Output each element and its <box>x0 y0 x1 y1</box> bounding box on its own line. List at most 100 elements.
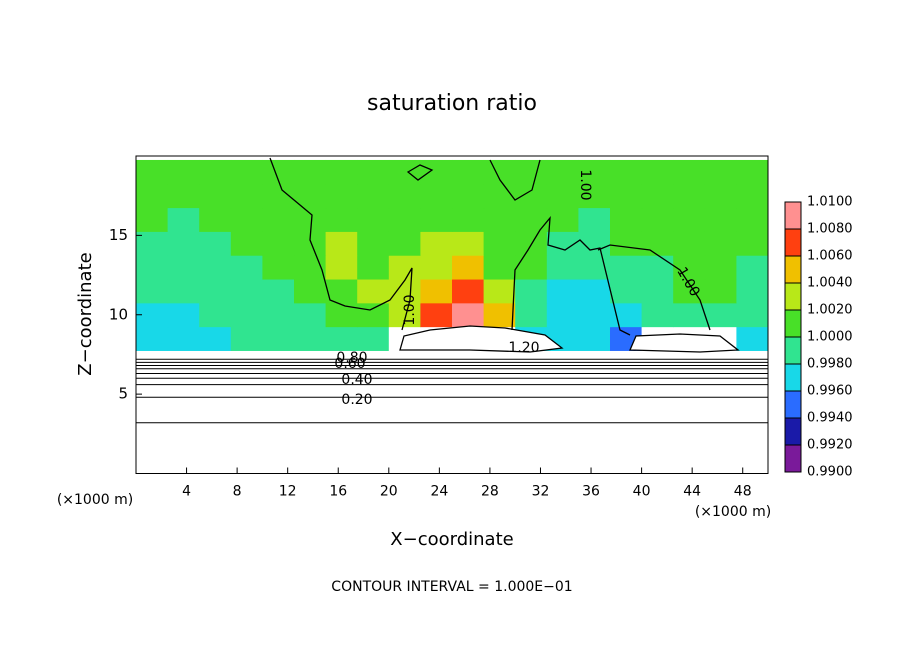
heat-cell <box>578 302 611 328</box>
heat-cell <box>230 183 263 209</box>
heat-cell <box>610 279 643 304</box>
heat-cell <box>230 279 263 304</box>
heat-cell <box>262 326 295 351</box>
x-tick-label: 48 <box>734 484 752 500</box>
heat-cell <box>420 183 453 209</box>
heat-cell <box>515 207 548 232</box>
heat-cell <box>483 231 516 256</box>
heat-cell <box>483 207 516 232</box>
colorbar-swatch <box>785 391 801 418</box>
heat-cell <box>736 207 769 232</box>
heat-cell <box>167 159 200 185</box>
x-tick-label: 36 <box>582 484 600 500</box>
x-tick-label: 28 <box>481 484 499 500</box>
x-unit: (×1000 m) <box>695 504 771 520</box>
heat-cell <box>262 207 295 232</box>
heat-cell <box>673 183 706 209</box>
heat-cell <box>452 159 485 185</box>
heat-cell <box>167 279 200 304</box>
heat-cell <box>388 279 421 304</box>
heat-cell <box>325 207 358 232</box>
heat-cell <box>230 255 263 280</box>
heat-cell <box>294 326 327 351</box>
heat-cell <box>325 231 358 256</box>
heat-cell <box>736 279 769 304</box>
heat-cell <box>388 302 421 328</box>
heat-cell <box>230 302 263 328</box>
heat-cell <box>388 231 421 256</box>
heat-cell <box>199 255 232 280</box>
heat-cell <box>167 302 200 328</box>
colorbar-swatch <box>785 256 801 283</box>
x-tick-label: 32 <box>532 484 550 500</box>
heat-cell <box>325 183 358 209</box>
heat-cell <box>736 302 769 328</box>
colorbar-swatch <box>785 283 801 310</box>
heat-cell <box>325 159 358 185</box>
colorbar-tick-label: 1.0060 <box>807 249 853 264</box>
colorbar-swatch <box>785 202 801 229</box>
heat-cell <box>199 183 232 209</box>
heat-cell <box>704 159 737 185</box>
heat-cell <box>420 207 453 232</box>
y-tick-label: 5 <box>118 385 128 403</box>
heat-cell <box>262 255 295 280</box>
heat-cell <box>610 231 643 256</box>
heat-cell <box>357 302 390 328</box>
heat-cell <box>420 255 453 280</box>
heat-cell <box>483 183 516 209</box>
x-axis-title: X−coordinate <box>390 529 513 550</box>
heat-cell <box>641 302 674 328</box>
heat-cell <box>452 231 485 256</box>
colorbar-tick-label: 0.9960 <box>807 384 853 399</box>
heat-cell <box>294 302 327 328</box>
heat-cell <box>546 279 579 304</box>
colorbar-tick-label: 0.9980 <box>807 357 853 372</box>
heat-cell <box>230 159 263 185</box>
heat-cell <box>641 255 674 280</box>
x-tick-label: 4 <box>182 484 191 500</box>
heat-cell <box>452 255 485 280</box>
heat-cell <box>515 279 548 304</box>
heat-cell <box>673 231 706 256</box>
heat-cell <box>736 159 769 185</box>
heat-cell <box>167 207 200 232</box>
heat-cell <box>578 326 611 351</box>
heat-cell <box>704 183 737 209</box>
heat-cell <box>388 159 421 185</box>
heat-cell <box>578 255 611 280</box>
heat-cell <box>610 207 643 232</box>
colorbar-tick-label: 1.0100 <box>807 195 853 210</box>
heat-cell <box>136 207 169 232</box>
heat-cell <box>199 279 232 304</box>
x-tick-label: 8 <box>233 484 242 500</box>
colorbar-swatch <box>785 337 801 364</box>
footer-note: CONTOUR INTERVAL = 1.000E−01 <box>331 579 572 595</box>
chart-title: saturation ratio <box>367 91 537 116</box>
heat-cell <box>167 231 200 256</box>
y-axis-title: Z−coordinate <box>75 252 96 375</box>
heat-cell <box>199 231 232 256</box>
heat-cell <box>357 231 390 256</box>
heat-cell <box>167 255 200 280</box>
heat-cell <box>294 207 327 232</box>
heat-cell <box>230 207 263 232</box>
heat-cell <box>515 159 548 185</box>
heat-cell <box>610 183 643 209</box>
heat-cell <box>357 159 390 185</box>
x-unit: (×1000 m) <box>57 492 133 508</box>
colorbar-tick-label: 0.9900 <box>807 465 853 480</box>
heat-cell <box>515 255 548 280</box>
x-tick-label: 40 <box>633 484 651 500</box>
heat-cell <box>483 279 516 304</box>
y-tick-label: 15 <box>109 226 128 244</box>
x-tick-label: 12 <box>279 484 297 500</box>
heat-cell <box>167 183 200 209</box>
contour-label: 0.20 <box>341 392 372 408</box>
heat-cell <box>420 279 453 304</box>
heat-cell <box>199 159 232 185</box>
heat-cell <box>452 302 485 328</box>
heat-cell <box>452 279 485 304</box>
colorbar-tick-label: 1.0080 <box>807 222 853 237</box>
heat-cell <box>546 207 579 232</box>
